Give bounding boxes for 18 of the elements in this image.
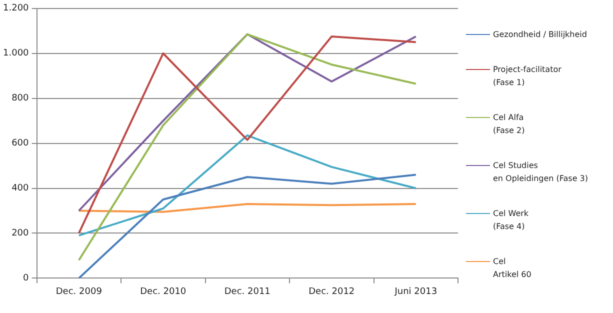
x-tick-label: Dec. 2012 bbox=[308, 286, 355, 297]
y-tick-label: 200 bbox=[12, 228, 30, 239]
y-tick-label: 600 bbox=[12, 138, 30, 149]
x-tick-label: Dec. 2011 bbox=[224, 286, 270, 297]
x-tick-label: Juni 2013 bbox=[394, 286, 438, 297]
x-tick-label: Dec. 2010 bbox=[140, 286, 186, 297]
y-tick-label: 0 bbox=[23, 274, 30, 284]
legend-label: Cel Studies en Opleidingen (Fase 3) bbox=[493, 160, 588, 185]
legend-label: Cel Artikel 60 bbox=[493, 256, 532, 281]
y-tick-label: 1.200 bbox=[3, 4, 30, 14]
legend-label: Cel Alfa (Fase 2) bbox=[493, 112, 525, 137]
y-tick-label: 1.000 bbox=[3, 48, 30, 59]
y-tick-label: 800 bbox=[12, 94, 30, 104]
legend-label: Cel Werk (Fase 4) bbox=[493, 208, 529, 233]
legend-label: Project-facilitator (Fase 1) bbox=[493, 64, 562, 89]
legend-label: Gezondheid / Billijkheid bbox=[493, 29, 587, 41]
y-tick-label: 400 bbox=[12, 184, 30, 194]
x-tick-label: Dec. 2009 bbox=[56, 286, 102, 297]
